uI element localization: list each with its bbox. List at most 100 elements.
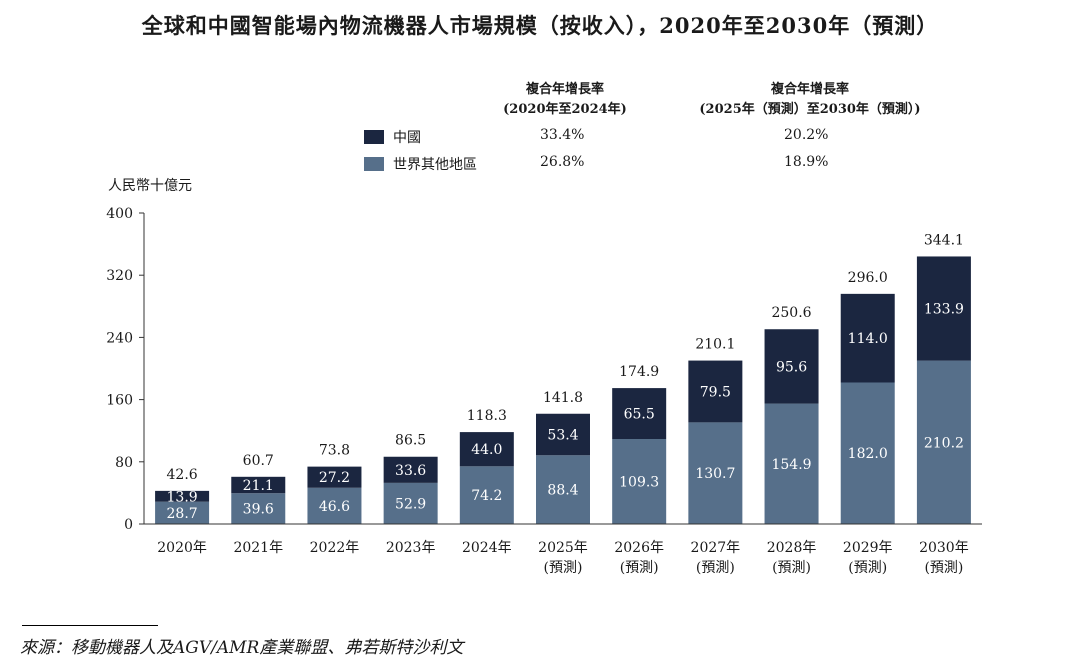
x-tick-label: 2020年 xyxy=(157,540,207,556)
bar-china xyxy=(840,293,895,383)
cagr-header-1-line2: (2020年至2024年) xyxy=(503,102,627,117)
y-axis-label: 人民幣十億元 xyxy=(108,178,192,194)
x-axis: 2020年 2021年 2022年 2023年 2024年 2025年 (預測) 2026年 (… xyxy=(144,523,982,576)
total-label: 42.6 xyxy=(167,467,198,483)
x-tick-label: 2026年 xyxy=(614,540,664,556)
bar-rest-of-world xyxy=(383,482,438,524)
bar-group: 109.3 65.5 174.9 xyxy=(612,364,667,524)
bar-china xyxy=(536,413,590,456)
x-tick-label: 2024年 xyxy=(462,540,512,556)
x-tick-label: 2027年 xyxy=(691,540,741,556)
bar-group: 182.0 114.0 296.0 xyxy=(840,270,895,524)
data-label: 13.9 xyxy=(167,489,198,505)
bar-china xyxy=(764,329,819,404)
total-label: 118.3 xyxy=(467,408,507,424)
chart-title: 全球和中國智能場內物流機器人市場規模（按收入），2020年至2030年（預測） xyxy=(141,13,939,38)
x-tick-label: 2023年 xyxy=(386,540,436,556)
y-tick-label: 320 xyxy=(106,268,133,284)
y-tick-label: 0 xyxy=(124,517,133,533)
bar-china xyxy=(688,360,743,423)
bar-rest-of-world xyxy=(536,455,590,524)
legend-label-china: 中國 xyxy=(393,130,421,146)
legend-label-rest-of-world: 世界其他地區 xyxy=(393,157,477,173)
total-label: 86.5 xyxy=(395,433,426,449)
y-tick-label: 400 xyxy=(106,206,133,222)
bar-group: 52.9 33.6 86.5 xyxy=(383,433,438,524)
x-tick-label: 2025年 xyxy=(538,540,588,556)
data-label: 210.2 xyxy=(924,435,964,451)
data-label: 53.4 xyxy=(547,428,578,444)
data-label: 79.5 xyxy=(700,384,731,400)
bar-rest-of-world xyxy=(459,466,514,524)
cagr-header-2-line1: 複合年增長率 xyxy=(770,82,849,97)
source-note: 來源：移動機器人及AGV/AMR產業聯盟、弗若斯特沙利文 xyxy=(20,638,464,658)
total-label: 60.7 xyxy=(243,453,274,469)
data-label: 27.2 xyxy=(319,470,350,486)
data-label: 28.7 xyxy=(167,506,198,522)
bar-rest-of-world xyxy=(840,382,895,524)
legend-swatch-china xyxy=(364,130,384,144)
bar-china xyxy=(612,388,667,440)
data-label: 109.3 xyxy=(619,475,659,491)
data-label: 74.2 xyxy=(471,488,502,504)
data-label: 133.9 xyxy=(924,302,964,318)
bar-group: 130.7 79.5 210.1 xyxy=(688,337,743,524)
data-label: 33.6 xyxy=(395,463,426,479)
y-tick-label: 160 xyxy=(106,393,133,409)
total-label: 250.6 xyxy=(771,305,811,321)
y-tick-label: 80 xyxy=(115,455,133,471)
x-tick-label: 2029年 xyxy=(843,540,893,556)
data-label: 65.5 xyxy=(624,407,655,423)
bar-rest-of-world xyxy=(916,360,971,524)
total-label: 73.8 xyxy=(319,443,350,459)
bar-rest-of-world xyxy=(764,403,819,524)
y-axis: 0 80 160 240 320 400 xyxy=(106,206,145,533)
total-label: 344.1 xyxy=(924,232,964,248)
data-label: 182.0 xyxy=(848,446,888,462)
bar-group: 154.9 95.6 250.6 xyxy=(764,305,819,524)
total-label: 296.0 xyxy=(848,270,888,286)
cagr-rest-of-world-2025-2030: 18.9% xyxy=(784,154,829,170)
x-tick-label: 2022年 xyxy=(310,540,360,556)
bar-group: 88.4 53.4 141.8 xyxy=(536,390,590,524)
cagr-header-2-line2: (2025年（預測）至2030年（預測）) xyxy=(699,102,921,117)
bar-china xyxy=(916,256,971,361)
cagr-china-2025-2030: 20.2% xyxy=(784,127,829,143)
bars: 28.713.9 42.6 39.6 21.1 60.7 46.6 27.2 73.8 52.9… xyxy=(155,232,971,524)
x-tick-label: (預測) xyxy=(924,560,963,576)
x-tick-label: 2021年 xyxy=(233,540,283,556)
data-label: 39.6 xyxy=(243,502,274,518)
data-label: 114.0 xyxy=(848,331,888,347)
data-label: 44.0 xyxy=(471,442,502,458)
cagr-header-1: 複合年增長率 (2020年至2024年) xyxy=(490,80,640,120)
total-label: 210.1 xyxy=(695,337,735,353)
x-tick-label: 2030年 xyxy=(919,540,969,556)
total-label: 141.8 xyxy=(543,390,583,406)
legend-swatch-rest-of-world xyxy=(364,157,384,171)
bar-group: 39.6 21.1 60.7 xyxy=(231,453,286,524)
data-label: 95.6 xyxy=(776,359,807,375)
bar-rest-of-world xyxy=(612,439,667,524)
cagr-china-2020-2024: 33.4% xyxy=(540,127,585,143)
x-tick-label: (預測) xyxy=(620,560,659,576)
bar-rest-of-world xyxy=(231,493,286,524)
data-label: 52.9 xyxy=(395,496,426,512)
bar-rest-of-world xyxy=(155,501,210,524)
x-tick-label: 2028年 xyxy=(767,540,817,556)
cagr-header-2: 複合年增長率 (2025年（預測）至2030年（預測）) xyxy=(660,80,960,120)
source-divider xyxy=(22,625,158,626)
x-tick-label: (預測) xyxy=(696,560,735,576)
cagr-rest-of-world-2020-2024: 26.8% xyxy=(540,154,585,170)
x-tick-label: (預測) xyxy=(544,560,583,576)
data-label: 88.4 xyxy=(547,483,578,499)
bar-group: 210.2 133.9 344.1 xyxy=(916,232,971,524)
cagr-header-1-line1: 複合年增長率 xyxy=(525,82,604,97)
data-label: 130.7 xyxy=(695,466,735,482)
y-tick-label: 240 xyxy=(106,330,133,346)
data-label: 154.9 xyxy=(771,457,811,473)
bar-china xyxy=(459,432,514,467)
bar-group: 74.2 44.0 118.3 xyxy=(459,408,514,524)
bar-china xyxy=(383,456,438,483)
bar-china xyxy=(231,476,286,494)
